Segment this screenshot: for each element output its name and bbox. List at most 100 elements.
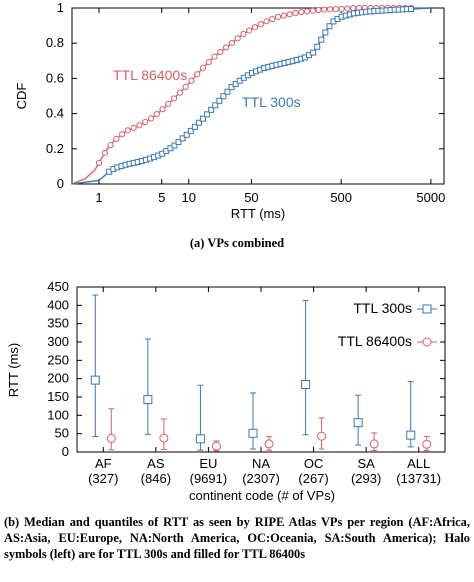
rtt-x-tick-label: OC — [304, 456, 324, 471]
rtt-x-tick-count: (327) — [88, 471, 118, 486]
cdf-y-tick-label: 0.4 — [46, 106, 64, 121]
cdf-point-ttl86400 — [189, 78, 194, 83]
cdf-point-ttl86400 — [172, 96, 177, 101]
cdf-point-ttl86400 — [345, 6, 350, 11]
rtt-series-group — [91, 295, 430, 451]
cdf-point-ttl86400 — [241, 31, 246, 36]
cdf-point-ttl86400 — [212, 54, 217, 59]
rtt-median-ttl86400 — [265, 440, 273, 448]
rtt-legend: TTL 300s TTL 86400s — [338, 300, 437, 349]
figure: CDF RTT (ms) 1 5 10 50 500 5000 00.20.40.60.8… — [0, 0, 474, 512]
rtt-legend-marker-ttl300 — [423, 305, 431, 313]
cdf-y-tick-label: 1 — [57, 0, 64, 15]
caption-lead: (b) — [4, 515, 19, 529]
rtt-median-ttl300 — [91, 376, 99, 384]
cdf-y-tick-label: 0.8 — [46, 35, 64, 50]
cdf-point-ttl86400 — [229, 40, 234, 45]
cdf-point-ttl86400 — [137, 123, 142, 128]
cdf-x-axis-label: RTT (ms) — [231, 206, 285, 221]
rtt-y-tick-label: 150 — [47, 389, 69, 404]
cdf-point-ttl86400 — [114, 136, 119, 141]
cdf-point-ttl86400 — [299, 10, 304, 15]
cdf-point-ttl86400 — [195, 72, 200, 77]
rtt-median-ttl300 — [249, 429, 257, 437]
cdf-point-ttl86400 — [102, 150, 107, 155]
rtt-x-tick-count: (13731) — [396, 471, 441, 486]
rtt-x-tick-label: NA — [252, 456, 270, 471]
rtt-median-ttl300 — [354, 419, 362, 427]
cdf-point-ttl86400 — [247, 28, 252, 33]
rtt-median-ttl86400 — [107, 434, 115, 442]
cdf-x-tick-label: 500 — [330, 190, 352, 205]
rtt-legend-label-ttl86400: TTL 86400s — [338, 333, 412, 349]
cdf-point-ttl86400 — [177, 90, 182, 95]
rtt-x-tick-label: SA — [357, 456, 375, 471]
cdf-point-ttl86400 — [328, 7, 333, 12]
cdf-point-ttl86400 — [160, 107, 165, 112]
cdf-point-ttl300 — [311, 50, 316, 55]
rtt-median-ttl86400 — [318, 432, 326, 440]
rtt-y-tick-label: 100 — [47, 407, 69, 422]
cdf-point-ttl86400 — [148, 116, 153, 121]
rtt-median-ttl300 — [302, 381, 310, 389]
cdf-y-tick-label: 0.2 — [46, 141, 64, 156]
cdf-point-ttl86400 — [131, 125, 136, 130]
rtt-median-ttl86400 — [212, 442, 220, 450]
cdf-y-tick-label: 0 — [57, 176, 64, 191]
cdf-point-ttl86400 — [264, 19, 269, 24]
rtt-legend-label-ttl300: TTL 300s — [353, 300, 412, 316]
cdf-x-tick-label: 10 — [181, 190, 195, 205]
rtt-y-tick-label: 350 — [47, 316, 69, 331]
cdf-point-ttl86400 — [310, 8, 315, 13]
cdf-point-ttl300 — [319, 37, 324, 42]
rtt-y-tick-label: 400 — [47, 297, 69, 312]
rtt-median-ttl86400 — [160, 434, 168, 442]
cdf-y-axis-label: CDF — [14, 83, 29, 110]
cdf-point-ttl86400 — [304, 9, 309, 14]
cdf-x-tick-label: 1 — [95, 190, 102, 205]
rtt-x-tick-label: AF — [95, 456, 112, 471]
cdf-chart: CDF RTT (ms) 1 5 10 50 500 5000 0 0.2 0.4 0.6 0.8… — [14, 0, 445, 250]
cdf-annotation-ttl86400: TTL 86400s — [113, 67, 187, 83]
rtt-y-tick-label: 50 — [55, 426, 69, 441]
rtt-x-ticks: AF(327)AS(846)EU(9691)NA(2307)OC(267)SA(… — [88, 287, 441, 486]
rtt-y-tick-label: 0 — [62, 444, 69, 459]
rtt-median-ttl300 — [144, 396, 152, 404]
cdf-point-ttl86400 — [120, 132, 125, 137]
cdf-point-ttl86400 — [143, 119, 148, 124]
cdf-point-ttl86400 — [252, 25, 257, 30]
rtt-x-tick-count: (267) — [298, 471, 328, 486]
cdf-point-ttl86400 — [108, 143, 113, 148]
cdf-point-ttl300 — [323, 30, 328, 35]
cdf-point-ttl86400 — [276, 14, 281, 19]
cdf-point-ttl86400 — [183, 84, 188, 89]
cdf-point-ttl86400 — [206, 59, 211, 64]
rtt-y-tick-label: 250 — [47, 352, 69, 367]
cdf-point-ttl300 — [315, 44, 320, 49]
cdf-point-ttl86400 — [224, 45, 229, 50]
caption-text: Median and quantiles of RTT as seen by R… — [4, 515, 470, 561]
cdf-point-ttl300 — [408, 6, 413, 11]
rtt-x-tick-count: (293) — [351, 471, 381, 486]
rtt-x-tick-label: ALL — [407, 456, 430, 471]
cdf-point-ttl86400 — [293, 10, 298, 15]
rtt-x-tick-count: (2307) — [242, 471, 280, 486]
rtt-y-tick-label: 200 — [47, 371, 69, 386]
cdf-y-tick-label: 0.6 — [46, 70, 64, 85]
cdf-point-ttl86400 — [166, 101, 171, 106]
rtt-x-tick-count: (9691) — [190, 471, 228, 486]
rtt-y-tick-label: 300 — [47, 334, 69, 349]
rtt-x-axis-label: continent code (# of VPs) — [189, 488, 335, 503]
cdf-x-tick-label: 50 — [244, 190, 258, 205]
cdf-point-ttl86400 — [270, 17, 275, 22]
cdf-point-ttl86400 — [287, 12, 292, 17]
rtt-y-tick-label: 450 — [47, 279, 69, 294]
cdf-point-ttl86400 — [218, 49, 223, 54]
cdf-annotation-ttl300: TTL 300s — [242, 94, 301, 110]
cdf-x-tick-label: 5 — [158, 190, 165, 205]
rtt-x-tick-label: AS — [147, 456, 165, 471]
cdf-point-ttl86400 — [333, 7, 338, 12]
cdf-point-ttl86400 — [322, 7, 327, 12]
rtt-legend-marker-ttl86400 — [423, 338, 431, 346]
cdf-x-tick-label: 5000 — [416, 190, 445, 205]
